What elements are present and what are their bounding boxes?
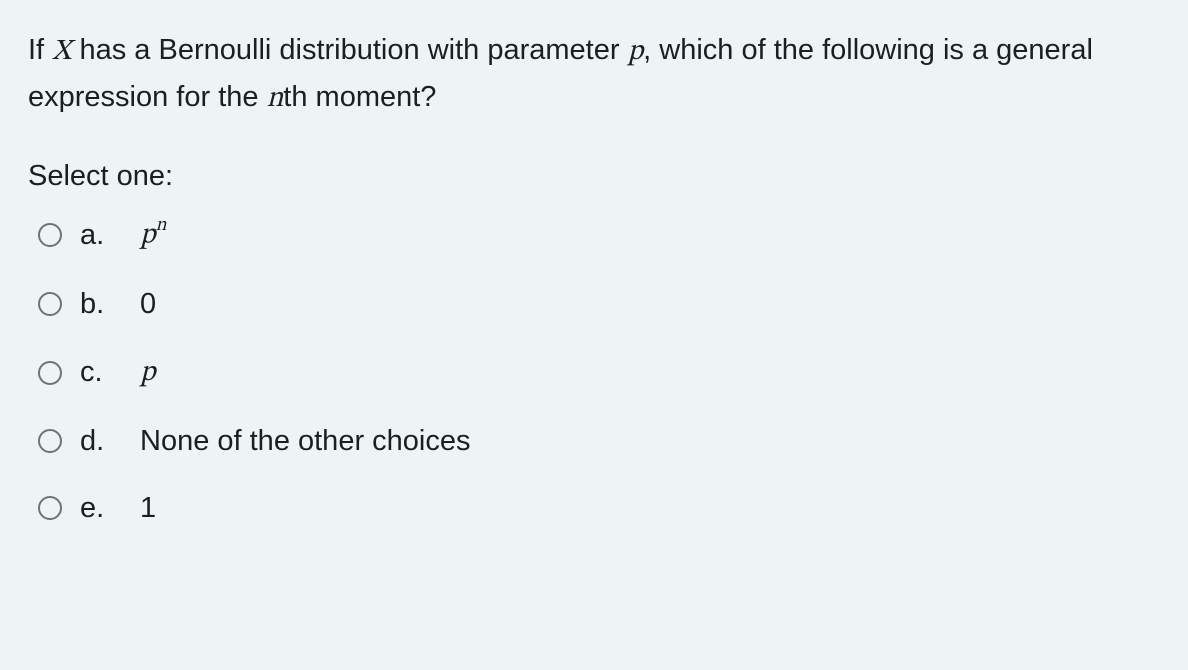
option-d-letter: d.	[80, 425, 122, 458]
option-a-sup: n	[156, 217, 167, 235]
option-a-base: p	[140, 221, 156, 250]
question-prefix: If	[28, 34, 52, 66]
option-d-content: None of the other choices	[140, 425, 470, 458]
radio-a[interactable]	[38, 223, 62, 247]
question-var-X: X	[52, 37, 71, 66]
radio-c[interactable]	[38, 361, 62, 385]
question-var-p: p	[628, 37, 644, 66]
option-c-content: p	[140, 355, 156, 391]
radio-b[interactable]	[38, 292, 62, 316]
options-list: a. pn b. 0 c. p d. None of the other cho…	[28, 217, 1160, 525]
option-d[interactable]: d. None of the other choices	[38, 425, 1160, 458]
option-c-letter: c.	[80, 356, 122, 389]
question-suffix: th moment?	[283, 81, 436, 113]
option-a-content: pn	[140, 217, 166, 254]
option-b[interactable]: b. 0	[38, 288, 1160, 321]
option-e[interactable]: e. 1	[38, 492, 1160, 525]
option-c-var: p	[140, 358, 156, 387]
radio-e[interactable]	[38, 496, 62, 520]
option-a[interactable]: a. pn	[38, 217, 1160, 254]
option-e-letter: e.	[80, 492, 122, 525]
question-var-n: n	[267, 84, 284, 113]
option-e-content: 1	[140, 492, 156, 525]
option-a-letter: a.	[80, 219, 122, 252]
select-prompt: Select one:	[28, 160, 1160, 193]
question-container: If X has a Bernoulli distribution with p…	[0, 0, 1188, 525]
question-mid1: has a Bernoulli distribution with parame…	[71, 34, 627, 66]
option-b-content: 0	[140, 288, 156, 321]
option-b-letter: b.	[80, 288, 122, 321]
radio-d[interactable]	[38, 429, 62, 453]
option-c[interactable]: c. p	[38, 355, 1160, 391]
question-text: If X has a Bernoulli distribution with p…	[28, 28, 1160, 122]
